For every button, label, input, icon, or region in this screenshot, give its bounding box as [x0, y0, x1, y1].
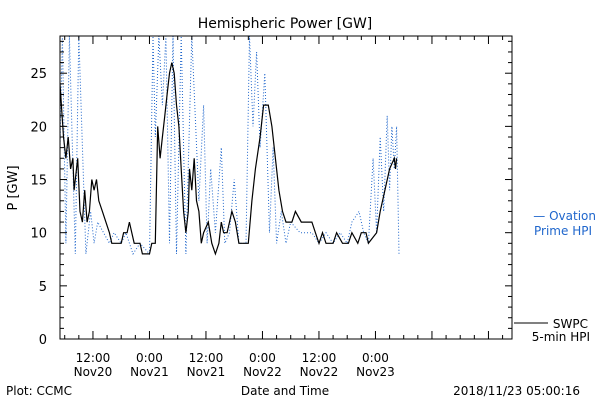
x-tick-label-time: 12:00 [76, 351, 111, 365]
chart-title: Hemispheric Power [GW] [198, 16, 373, 32]
x-tick-label-time: 0:00 [136, 351, 163, 365]
plot-frame [59, 35, 513, 340]
x-tick-label-date: Nov22 [300, 365, 339, 379]
series-line-swpc [60, 62, 398, 256]
x-tick-label-date: Nov22 [243, 365, 282, 379]
footer-credit: Plot: CCMC [6, 384, 72, 398]
series-line-ovation [60, 36, 400, 256]
y-tick-label: 20 [30, 120, 47, 135]
y-tick-label: 25 [30, 67, 47, 82]
x-tick-label-time: 12:00 [189, 351, 224, 365]
x-tick-label-time: 0:00 [249, 351, 276, 365]
legend-ovation: — Ovation Prime HPI [533, 209, 596, 238]
x-tick-label-time: 12:00 [302, 351, 337, 365]
axis-layer: 051015202512:00Nov200:00Nov2112:00Nov210… [30, 36, 512, 379]
x-tick-label-date: Nov21 [187, 365, 226, 379]
y-axis-label: P [GW] [6, 165, 21, 210]
legend-swpc-line1: SWPC [553, 317, 588, 331]
footer-timestamp: 2018/11/23 05:00:16 [453, 384, 580, 398]
x-tick-label-date: Nov20 [74, 365, 113, 379]
legend-ovation-line2: Prime HPI [534, 224, 592, 238]
y-tick-label: 5 [39, 280, 47, 295]
legend-swpc-line2: 5-min HPI [532, 330, 590, 344]
x-tick-label-time: 0:00 [362, 351, 389, 365]
legend-ovation-line1: — Ovation [533, 209, 596, 223]
x-tick-label-date: Nov23 [356, 365, 395, 379]
y-tick-label: 10 [30, 227, 47, 242]
y-tick-label: 0 [39, 333, 47, 348]
series-layer [60, 36, 400, 256]
x-tick-label-date: Nov21 [130, 365, 169, 379]
legend-swpc: SWPC 5-min HPI [514, 317, 590, 344]
x-axis-label: Date and Time [241, 384, 329, 398]
y-tick-label: 15 [30, 174, 47, 189]
